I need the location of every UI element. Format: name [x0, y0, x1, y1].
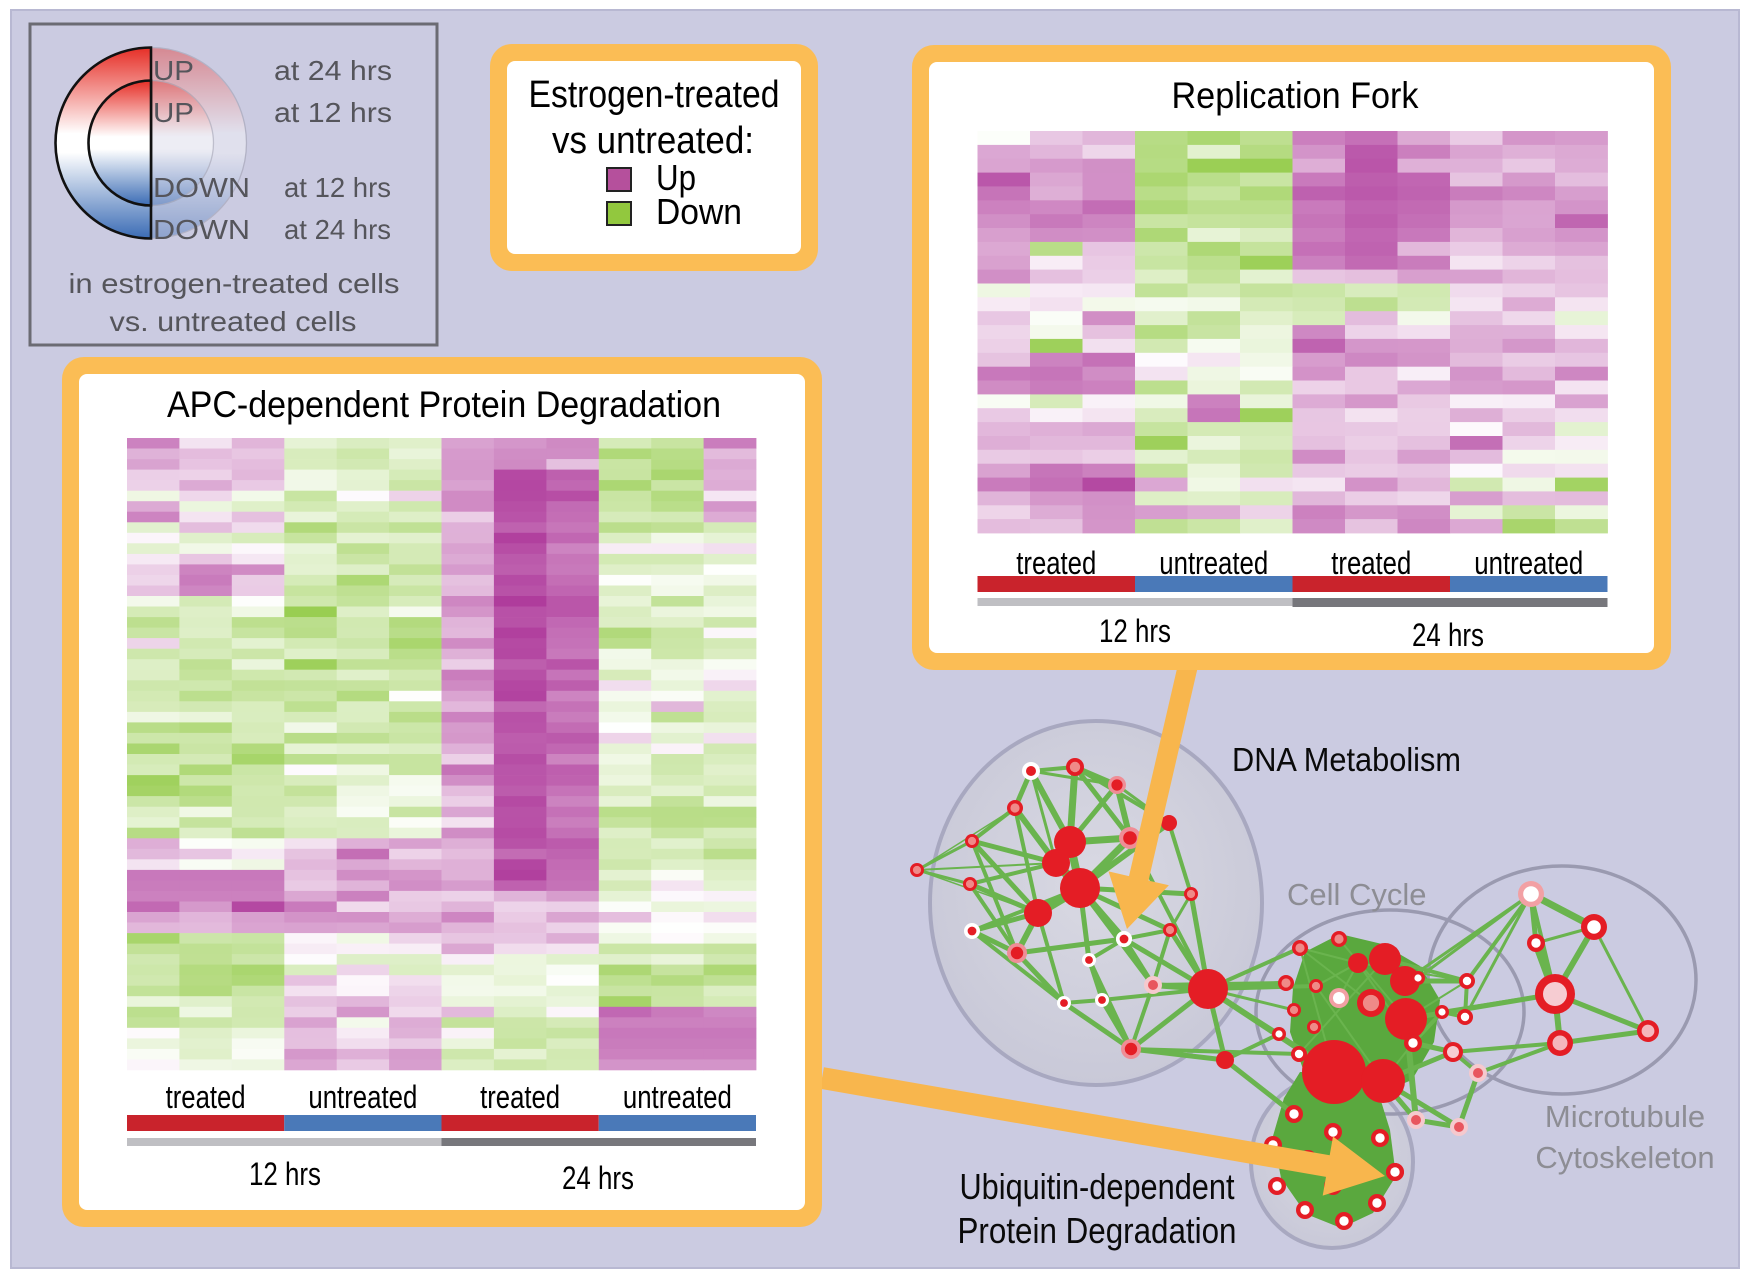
svg-text:Up: Up [656, 157, 696, 198]
svg-text:treated: treated [480, 1079, 560, 1115]
svg-text:treated: treated [1016, 545, 1096, 581]
svg-text:DOWN: DOWN [153, 214, 250, 245]
svg-text:treated: treated [166, 1079, 246, 1115]
svg-text:DNA Metabolism: DNA Metabolism [1232, 741, 1461, 778]
svg-text:vs untreated:: vs untreated: [552, 120, 754, 162]
svg-text:Microtubule: Microtubule [1545, 1099, 1705, 1134]
svg-text:vs. untreated cells: vs. untreated cells [110, 306, 357, 337]
svg-text:Cytoskeleton: Cytoskeleton [1535, 1140, 1714, 1175]
svg-text:Replication Fork: Replication Fork [1172, 75, 1419, 116]
svg-text:at 12 hrs: at 12 hrs [284, 172, 391, 203]
svg-text:DOWN: DOWN [153, 172, 250, 203]
svg-text:untreated: untreated [623, 1079, 732, 1115]
svg-text:12 hrs: 12 hrs [249, 1156, 321, 1192]
svg-text:24 hrs: 24 hrs [562, 1160, 634, 1196]
svg-text:Protein Degradation: Protein Degradation [958, 1210, 1237, 1251]
svg-text:Estrogen-treated: Estrogen-treated [529, 74, 780, 116]
svg-text:untreated: untreated [308, 1079, 417, 1115]
svg-text:untreated: untreated [1474, 545, 1583, 581]
svg-text:treated: treated [1331, 545, 1411, 581]
svg-text:in estrogen-treated cells: in estrogen-treated cells [69, 268, 400, 299]
svg-text:at 24 hrs: at 24 hrs [284, 214, 391, 245]
svg-text:at 24 hrs: at 24 hrs [274, 55, 392, 86]
svg-text:UP: UP [153, 55, 194, 86]
svg-text:24 hrs: 24 hrs [1412, 617, 1484, 653]
svg-text:APC-dependent Protein Degradat: APC-dependent Protein Degradation [167, 384, 721, 425]
svg-text:Down: Down [656, 191, 742, 232]
svg-text:12 hrs: 12 hrs [1099, 613, 1171, 649]
svg-text:Ubiquitin-dependent: Ubiquitin-dependent [960, 1166, 1235, 1207]
svg-text:UP: UP [153, 97, 194, 128]
svg-text:untreated: untreated [1159, 545, 1268, 581]
svg-text:at 12 hrs: at 12 hrs [274, 97, 392, 128]
svg-text:Cell Cycle: Cell Cycle [1287, 877, 1427, 912]
